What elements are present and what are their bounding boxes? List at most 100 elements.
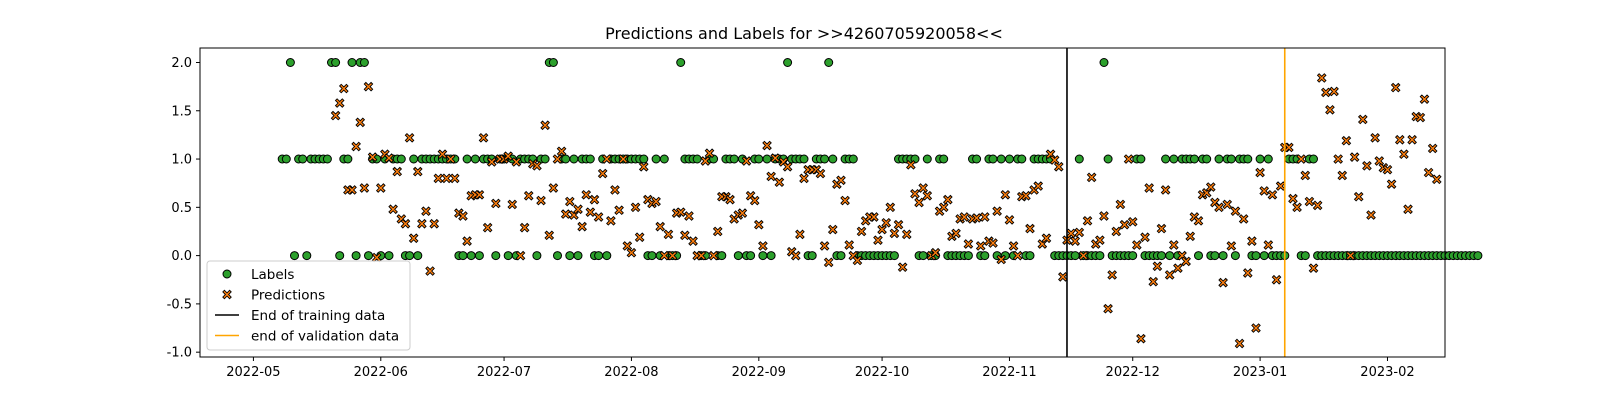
- prediction-point: [1251, 323, 1261, 333]
- label-point: [766, 251, 776, 261]
- prediction-point: [1078, 250, 1089, 261]
- prediction-point: [938, 202, 949, 213]
- prediction-point: [914, 197, 924, 208]
- label-point: [799, 154, 809, 164]
- prediction-point: [877, 224, 887, 235]
- prediction-point: [988, 238, 998, 248]
- label-point: [1161, 154, 1171, 164]
- prediction-point: [351, 141, 361, 152]
- prediction-point: [564, 196, 575, 207]
- prediction-point: [1058, 272, 1068, 282]
- label-point: [491, 251, 501, 261]
- prediction-point: [1160, 185, 1171, 195]
- x-tick-label: 2022-05: [226, 365, 280, 380]
- prediction-point: [680, 230, 690, 241]
- prediction-point: [1292, 202, 1302, 213]
- label-point: [836, 251, 846, 261]
- prediction-point: [359, 183, 370, 193]
- prediction-point: [338, 83, 349, 94]
- prediction-point: [737, 208, 748, 218]
- y-tick-label: 1.5: [171, 104, 192, 119]
- label-point: [963, 251, 973, 261]
- label-point: [565, 251, 575, 261]
- label-point: [302, 251, 312, 261]
- prediction-point: [429, 218, 440, 229]
- label-point: [548, 58, 558, 67]
- label-point: [1218, 251, 1228, 261]
- label-point: [754, 154, 764, 164]
- prediction-point: [1255, 167, 1265, 178]
- x-tick-label: 2022-06: [354, 365, 408, 380]
- prediction-point: [593, 212, 604, 222]
- x-tick-label: 2022-12: [1106, 365, 1160, 380]
- prediction-point: [371, 252, 382, 263]
- prediction-point: [1004, 215, 1015, 225]
- label-point: [335, 251, 345, 261]
- label-point: [746, 251, 756, 261]
- y-tick-label: 0.0: [171, 249, 192, 264]
- label-point: [298, 154, 308, 164]
- prediction-point: [1070, 236, 1081, 246]
- prediction-point: [556, 146, 567, 157]
- legend: Labels Predictions End of training data end…: [206, 260, 411, 351]
- prediction-point: [511, 157, 522, 167]
- prediction-point: [1041, 233, 1052, 244]
- prediction-point: [445, 154, 456, 164]
- prediction-point: [852, 255, 863, 266]
- prediction-point: [942, 194, 953, 205]
- label-point: [988, 154, 998, 164]
- prediction-point: [614, 205, 624, 216]
- x-tick-label: 2022-07: [477, 365, 531, 380]
- prediction-point: [753, 219, 764, 230]
- prediction-point: [388, 204, 398, 215]
- prediction-point: [1304, 196, 1315, 207]
- prediction-point: [1222, 199, 1233, 210]
- prediction-point: [688, 236, 698, 246]
- prediction-point: [675, 207, 686, 217]
- prediction-point: [417, 218, 427, 229]
- label-point: [972, 154, 982, 164]
- prediction-point: [478, 132, 489, 143]
- label-point: [918, 251, 928, 261]
- prediction-point: [1329, 86, 1339, 97]
- prediction-point: [766, 171, 776, 182]
- label-point: [939, 154, 949, 164]
- prediction-point: [441, 173, 452, 184]
- prediction-point: [626, 247, 637, 258]
- prediction-point: [1333, 154, 1344, 164]
- prediction-point: [844, 240, 855, 250]
- prediction-point: [1136, 333, 1146, 344]
- prediction-point: [1321, 87, 1331, 98]
- label-point: [569, 154, 579, 164]
- prediction-point: [684, 211, 694, 221]
- prediction-point: [1238, 214, 1249, 224]
- prediction-point: [536, 195, 546, 206]
- label-point: [659, 154, 669, 164]
- prediction-point: [519, 222, 530, 233]
- label-point: [1169, 154, 1179, 164]
- prediction-point: [1148, 276, 1159, 287]
- prediction-point: [922, 190, 933, 201]
- prediction-point: [1230, 206, 1241, 217]
- prediction-point: [873, 235, 883, 245]
- label-point: [281, 154, 291, 164]
- prediction-point: [347, 185, 357, 195]
- label-point: [1017, 154, 1027, 164]
- prediction-point: [507, 199, 518, 210]
- label-point: [717, 251, 727, 261]
- label-point: [285, 58, 295, 67]
- prediction-point: [597, 168, 608, 179]
- prediction-point: [482, 222, 493, 233]
- prediction-point: [392, 166, 403, 177]
- prediction-point: [774, 177, 785, 188]
- prediction-point: [897, 262, 908, 273]
- prediction-point: [540, 120, 550, 131]
- prediction-point: [606, 216, 616, 226]
- prediction-point: [1394, 134, 1405, 145]
- prediction-point: [552, 154, 563, 164]
- prediction-point: [1316, 73, 1327, 83]
- prediction-point: [770, 153, 781, 163]
- label-point: [594, 251, 604, 261]
- prediction-point: [1185, 231, 1196, 242]
- label-point: [651, 154, 661, 164]
